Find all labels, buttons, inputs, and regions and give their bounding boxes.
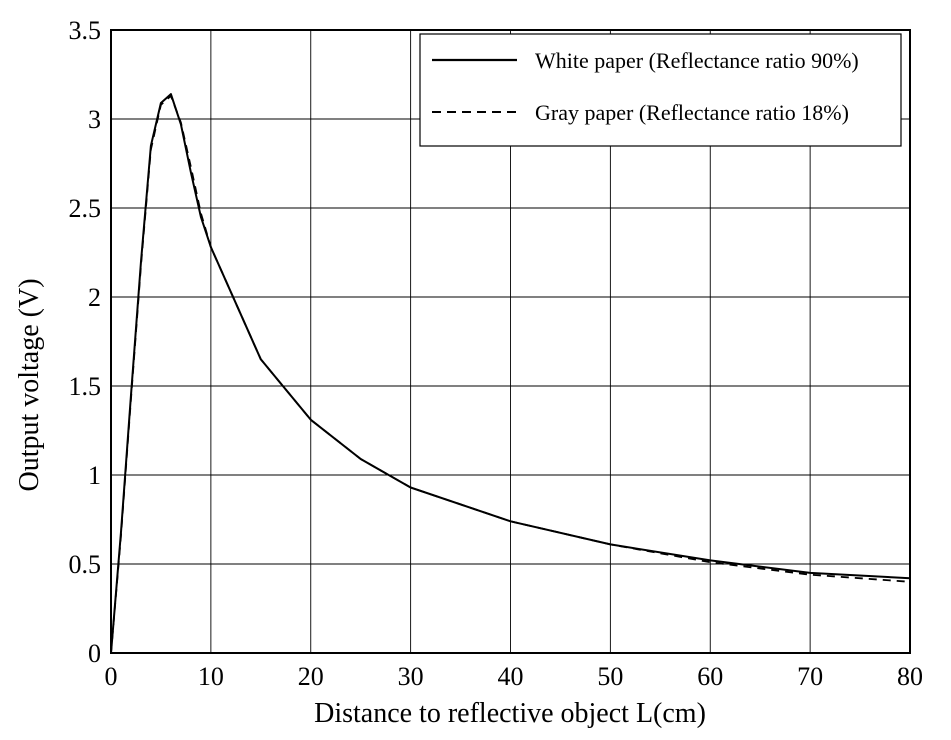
y-tick-label: 1: [88, 461, 101, 490]
legend-label-white-paper: White paper (Reflectance ratio 90%): [535, 48, 859, 73]
y-tick-label: 0: [88, 639, 101, 668]
x-axis-title: Distance to reflective object L(cm): [314, 698, 706, 729]
x-tick-label: 60: [697, 662, 723, 691]
x-tick-label: 50: [597, 662, 623, 691]
y-tick-label: 2.5: [69, 194, 102, 223]
y-tick-label: 2: [88, 283, 101, 312]
y-tick-label: 0.5: [69, 550, 102, 579]
y-tick-label: 1.5: [69, 372, 102, 401]
x-tick-label: 40: [498, 662, 524, 691]
series-line-gray-paper: [110, 95, 911, 654]
series-layer: [110, 93, 911, 654]
legend: White paper (Reflectance ratio 90%) Gray…: [419, 33, 902, 147]
plot-frame: [110, 29, 911, 654]
x-tick-label: 80: [897, 662, 923, 691]
y-tick-labels: 0 0.5 1 1.5 2 2.5 3 3.5: [69, 16, 102, 668]
legend-label-gray-paper: Gray paper (Reflectance ratio 18%): [535, 100, 849, 125]
x-tick-labels: 0 10 20 30 40 50 60 70 80: [105, 662, 924, 691]
y-tick-label: 3: [88, 105, 101, 134]
x-tick-label: 20: [298, 662, 324, 691]
x-tick-label: 0: [105, 662, 118, 691]
y-axis-title: Output voltage (V): [14, 278, 45, 491]
y-tick-label: 3.5: [69, 16, 102, 45]
x-tick-label: 30: [398, 662, 424, 691]
legend-box: [419, 33, 902, 147]
x-tick-label: 10: [198, 662, 224, 691]
x-tick-label: 70: [797, 662, 823, 691]
